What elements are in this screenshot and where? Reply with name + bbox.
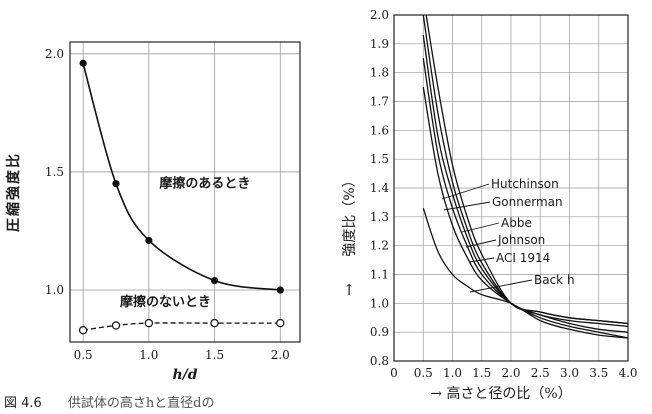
right-y-tick-label: 2.0	[370, 8, 389, 22]
series-line-aci-1914	[422, 86, 629, 339]
series-label-hutchinson: Hutchinson	[491, 177, 559, 191]
series-label-johnson: Johnson	[497, 233, 545, 247]
right-x-tick-label: 0	[390, 366, 398, 380]
right-y-tick-label: 1.6	[370, 123, 389, 137]
data-point-with-friction	[276, 286, 284, 294]
left-y-tick-label: 1.0	[45, 283, 64, 297]
series-label-aci-1914: ACI 1914	[496, 251, 550, 265]
left-y-tick-label: 2.0	[45, 47, 64, 61]
right-plot-frame	[393, 14, 629, 362]
left-y-axis-label: 圧縮強度比	[5, 152, 22, 232]
data-point-with-friction	[112, 180, 120, 188]
figure-caption: 図 4.6 供試体の高さhと直径dの	[4, 392, 215, 411]
data-point-without-friction	[111, 321, 121, 330]
right-x-axis-label: → 高さと径の比（%）	[430, 385, 571, 402]
left-chart: 0.5 1.0 1.5 2.0 1.0 1.5 2.0 h/d 圧縮強度比 摩擦のあるとき摩擦のな…	[5, 41, 301, 383]
right-y-tick-label: 1.1	[370, 268, 389, 282]
figure-number: 図 4.6	[4, 396, 42, 411]
right-y-tick-label: 1.4	[370, 181, 389, 195]
figure-caption-text: 供試体の高さhと直径dの	[67, 396, 215, 411]
series-line-hutchinson	[425, 14, 629, 325]
right-y-tick-label: 1.3	[370, 210, 389, 224]
data-point-without-friction	[210, 318, 219, 328]
right-x-tick-label: 1.0	[443, 366, 462, 380]
series-label-gonnerman: Gonnerman	[492, 195, 563, 209]
data-point-with-friction	[210, 276, 219, 285]
right-y-tick-label: 1.9	[370, 37, 389, 51]
right-x-tick-label: 3.0	[560, 366, 579, 380]
leader-line-johnson	[465, 239, 497, 248]
right-y-tick-label: 1.0	[370, 296, 389, 310]
right-x-tick-label: 0.5	[414, 366, 433, 380]
right-y-tick-label: 1.2	[370, 239, 389, 253]
right-x-tick-label: 4.0	[618, 366, 637, 380]
right-y-tick-label: 1.5	[370, 152, 389, 166]
right-y-axis-label: 強度比（%）	[342, 173, 358, 256]
left-x-tick-label: 2.0	[271, 348, 290, 362]
right-y-tick-label: 0.9	[370, 325, 389, 339]
series-label-back-h: Back h	[534, 273, 575, 287]
right-x-tick-label: 2.0	[501, 366, 520, 380]
leader-line-gonnerman	[443, 201, 491, 211]
left-grid	[70, 42, 300, 342]
right-x-tick-label: 2.5	[531, 366, 550, 380]
data-point-without-friction	[78, 325, 88, 335]
right-y-tick-label: 1.8	[370, 66, 389, 80]
series-line-with-friction	[82, 63, 281, 291]
data-point-with-friction	[79, 59, 87, 67]
right-y-axis-arrow: ↑	[343, 281, 356, 299]
data-point-without-friction	[276, 318, 285, 328]
series-label-with-friction: 摩擦のあるとき	[159, 176, 250, 192]
leader-line-back-h	[469, 279, 533, 293]
series-line-back-h	[422, 207, 629, 339]
data-point-without-friction	[144, 318, 154, 328]
right-chart: 0 0.5 1.0 1.5 2.0 2.5 3.0 3.5 4.0 0.8 0.9 1.0 1.1 1.2…	[342, 8, 638, 402]
left-y-tick-label: 1.5	[45, 165, 64, 179]
left-x-tick-label: 1.0	[139, 348, 158, 362]
series-line-gonnerman	[422, 14, 629, 325]
left-plot-frame	[69, 41, 301, 343]
left-x-tick-label: 0.5	[74, 348, 93, 362]
data-point-with-friction	[145, 236, 153, 245]
right-x-tick-label: 1.5	[472, 366, 491, 380]
left-x-tick-label: 1.5	[205, 348, 224, 362]
right-y-tick-label: 1.7	[370, 95, 389, 109]
right-x-tick-label: 3.5	[589, 366, 608, 380]
series-label-without-friction: 摩擦のないとき	[120, 294, 211, 310]
left-x-axis-label: h/d	[172, 367, 197, 383]
series-line-abbe	[422, 35, 629, 328]
right-y-tick-label: 0.8	[370, 354, 389, 368]
series-label-abbe: Abbe	[501, 216, 532, 230]
series-line-johnson	[422, 58, 629, 333]
leader-line-hutchinson	[441, 183, 490, 200]
leader-line-abbe	[461, 222, 500, 233]
leader-line-aci-1914	[469, 257, 495, 263]
